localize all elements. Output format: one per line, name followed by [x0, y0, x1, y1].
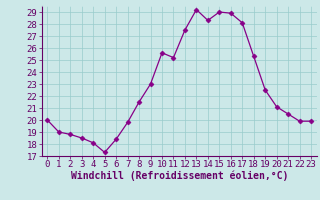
- X-axis label: Windchill (Refroidissement éolien,°C): Windchill (Refroidissement éolien,°C): [70, 171, 288, 181]
